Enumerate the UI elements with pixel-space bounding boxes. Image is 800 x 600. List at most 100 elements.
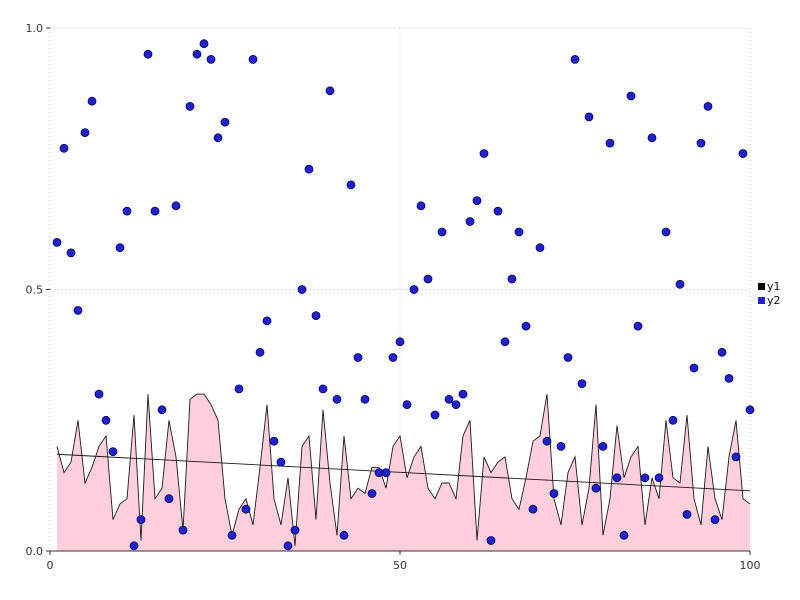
scatter-point-y2 [654, 473, 664, 483]
scatter-point-y2 [493, 206, 503, 216]
scatter-point-y2 [591, 483, 601, 493]
scatter-point-y2 [423, 274, 433, 284]
scatter-point-y2 [115, 243, 125, 253]
scatter-point-y2 [472, 196, 482, 206]
trend-line-y1 [56, 453, 751, 492]
scatter-point-y2 [346, 180, 356, 190]
scatter-point-y2 [297, 285, 307, 294]
scatter-point-y2 [248, 55, 258, 64]
scatter-point-y2 [234, 384, 244, 394]
scatter-point-y2 [486, 536, 496, 545]
scatter-point-y2 [507, 274, 517, 284]
scatter-point-y2 [612, 473, 622, 483]
scatter-point-y2 [479, 149, 489, 158]
scatter-point-y2 [570, 55, 580, 64]
scatter-point-y2 [640, 473, 650, 483]
scatter-point-y2 [304, 164, 314, 174]
y-tick-label: 1.0 [26, 22, 44, 35]
scatter-point-y2 [185, 102, 195, 111]
scatter-point-y2 [647, 133, 657, 143]
scatter-point-y2 [633, 321, 643, 331]
scatter-point-y2 [227, 530, 237, 540]
scatter-point-y2 [59, 143, 69, 153]
scatter-point-y2 [514, 227, 524, 237]
scatter-point-y2 [458, 389, 468, 399]
scatter-point-y2 [584, 112, 594, 122]
scatter-point-y2 [598, 441, 608, 451]
scatter-point-y2 [689, 363, 699, 373]
scatter-point-y2 [731, 452, 741, 462]
scatter-point-y2 [724, 373, 734, 383]
scatter-point-y2 [402, 400, 412, 410]
scatter-point-y2 [535, 243, 545, 253]
scatter-point-y2 [556, 441, 566, 451]
scatter-point-y2 [94, 389, 104, 399]
scatter-point-y2 [444, 394, 454, 404]
scatter-point-y2 [325, 86, 335, 96]
scatter-point-y2 [682, 510, 692, 519]
scatter-point-y2 [178, 525, 188, 535]
scatter-point-y2 [199, 39, 209, 49]
legend: y1 y2 [758, 280, 781, 307]
scatter-point-y2 [577, 379, 587, 389]
scatter-point-y2 [710, 515, 720, 524]
scatter-point-y2 [549, 489, 559, 498]
scatter-point-y2 [157, 405, 167, 415]
scatter-point-y2 [290, 525, 300, 535]
legend-item-y1: y1 [758, 280, 781, 293]
scatter-point-y2 [528, 504, 538, 514]
y1-swatch-icon [758, 283, 765, 290]
scatter-point-y2 [416, 201, 426, 211]
legend-label-y1: y1 [767, 280, 781, 293]
scatter-point-y2 [52, 237, 62, 247]
x-tick-label: 100 [740, 559, 761, 572]
scatter-point-y2 [80, 128, 90, 138]
scatter-point-y2 [339, 530, 349, 540]
scatter-point-y2 [213, 133, 223, 143]
scatter-point-y2 [738, 149, 748, 158]
area-line-y1 [56, 393, 751, 546]
scatter-point-y2 [675, 279, 685, 289]
legend-label-y2: y2 [767, 294, 781, 307]
scatter-point-y2 [164, 494, 174, 504]
scatter-point-y2 [66, 248, 76, 258]
scatter-point-y2 [332, 394, 342, 404]
scatter-point-y2 [136, 515, 146, 524]
legend-item-y2: y2 [758, 294, 781, 307]
scatter-point-y2 [668, 415, 678, 425]
scatter-point-y2 [703, 102, 713, 111]
scatter-point-y2 [626, 91, 636, 101]
scatter-point-y2 [269, 436, 279, 446]
scatter-point-y2 [388, 353, 398, 362]
scatter-point-y2 [437, 227, 447, 237]
scatter-point-y2 [311, 311, 321, 321]
scatter-point-y2 [367, 489, 377, 498]
scatter-point-y2 [745, 405, 755, 415]
scatter-point-y2 [661, 227, 671, 237]
scatter-point-y2 [563, 353, 573, 362]
scatter-point-y2 [171, 201, 181, 211]
scatter-point-y2 [276, 457, 286, 467]
scatter-point-y2 [220, 117, 230, 127]
scatter-point-y2 [500, 337, 510, 347]
scatter-point-y2 [241, 504, 251, 514]
scatter-point-y2 [206, 55, 216, 64]
scatter-point-y2 [381, 468, 391, 478]
scatter-point-y2 [108, 447, 118, 457]
scatter-point-y2 [129, 541, 139, 551]
scatter-point-y2 [521, 321, 531, 331]
scatter-point-y2 [409, 285, 419, 294]
scatter-point-y2 [605, 138, 615, 148]
scatter-point-y2 [283, 541, 293, 551]
scatter-point-y2 [360, 394, 370, 404]
scatter-point-y2 [619, 530, 629, 540]
x-tick-label: 0 [47, 559, 54, 572]
scatter-point-y2 [353, 353, 363, 362]
scatter-point-y2 [150, 206, 160, 216]
x-tick-label: 50 [393, 559, 407, 572]
scatter-point-y2 [122, 206, 132, 216]
scatter-point-y2 [262, 316, 272, 326]
scatter-point-y2 [87, 96, 97, 106]
